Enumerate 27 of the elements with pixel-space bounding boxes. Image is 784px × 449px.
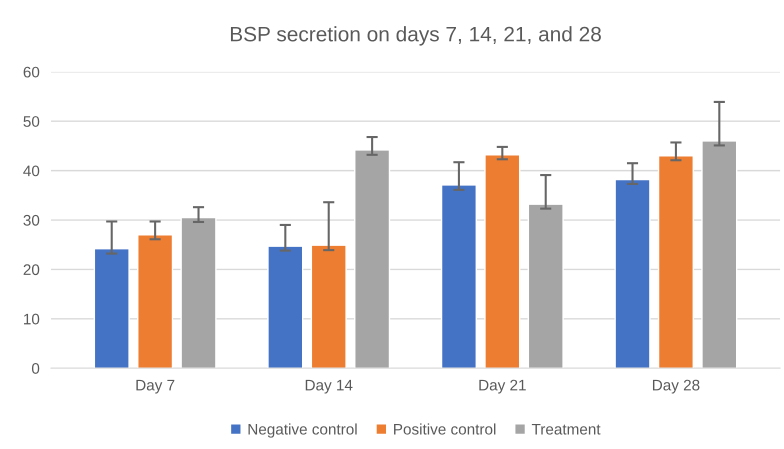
legend-label: Treatment [532,424,600,435]
y-tick-label: 40 [23,165,40,176]
bar [440,184,477,368]
bar [310,244,347,368]
x-tick-label: Day 7 [136,380,174,394]
bar [528,204,564,368]
y-tick-label: 30 [23,214,40,226]
bar [354,149,390,368]
x-tick-label: Day 14 [306,380,352,394]
y-tick-label: 0 [32,363,40,374]
y-tick-label: 20 [24,264,40,276]
y-tick-label: 50 [23,116,40,127]
bar [658,155,694,368]
bar [614,178,651,368]
bar [94,248,130,368]
bar [267,245,304,368]
bar [484,154,520,368]
x-tick-label: Day 21 [479,380,526,394]
y-tick-label: 10 [24,314,40,324]
bar [137,234,174,368]
chart-title: BSP secretion on days 7, 14, 21, and 28 [230,26,601,46]
y-tick-label: 60 [24,66,40,78]
legend-label: Negative control [248,423,357,438]
legend-label: Positive control [394,423,496,435]
x-tick-label: Day 28 [652,380,700,394]
bar [180,216,217,368]
bar [701,140,738,368]
